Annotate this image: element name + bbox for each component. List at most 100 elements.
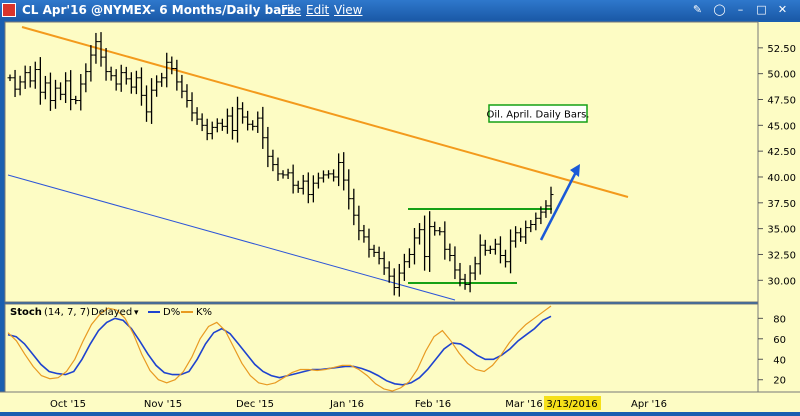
price-bar (47, 72, 53, 111)
annotation-box[interactable]: Oil. April. Daily Bars. (487, 104, 590, 123)
date-label-dec: Dec '15 (236, 399, 274, 410)
price-bar (487, 245, 493, 255)
stoch-header[interactable]: Stoch (14, 7, 7) Delayed ▾ D% K% (10, 307, 212, 318)
price-bar (381, 251, 387, 275)
arrow-head-icon (570, 164, 580, 177)
menu-edit[interactable]: Edit (306, 3, 330, 17)
price-bar (219, 118, 225, 131)
date-label-nov: Nov '15 (144, 399, 182, 410)
price-panel[interactable] (4, 21, 759, 303)
price-bar (179, 74, 185, 99)
price-bar (326, 170, 332, 179)
price-bar (320, 170, 326, 183)
price-bar (154, 75, 160, 97)
price-bar (103, 48, 109, 81)
price-bar (123, 66, 129, 85)
price-bar (290, 164, 296, 194)
price-tick-label: 47.50 (767, 95, 796, 106)
price-bar (275, 157, 281, 181)
stoch-params: (14, 7, 7) (44, 307, 90, 318)
price-bar (199, 113, 205, 132)
price-axis (758, 22, 800, 392)
menu-file[interactable]: File (281, 3, 302, 17)
price-bar (250, 120, 256, 131)
price-bar (366, 228, 372, 258)
price-bar (164, 52, 170, 88)
price-bar (315, 172, 321, 189)
pen-icon[interactable]: ✎ (692, 3, 703, 16)
title-bar: CL Apr'16 @NYMEX- 6 Months/Daily bars Fi… (0, 0, 800, 20)
stoch-d-line (7, 315, 552, 386)
price-bar (88, 45, 94, 82)
price-bar (482, 239, 488, 256)
stoch-tick-label: 60 (773, 335, 786, 346)
price-bar (538, 206, 544, 225)
price-bar (159, 72, 165, 87)
price-bar (447, 243, 453, 262)
current-date-highlight (544, 396, 601, 410)
price-bar (310, 175, 316, 203)
price-bar (331, 169, 337, 182)
date-label-feb: Feb '16 (415, 399, 451, 410)
price-bar (442, 221, 448, 260)
price-bar (411, 227, 417, 265)
price-bar (341, 152, 347, 191)
price-bar (467, 265, 473, 293)
stoch-mode: Delayed (91, 307, 132, 318)
price-bar (361, 224, 367, 243)
price-bars (7, 32, 554, 297)
price-bar (528, 219, 534, 233)
maximize-icon[interactable]: □ (756, 3, 767, 16)
price-bar (214, 118, 220, 133)
price-bar (477, 234, 483, 275)
price-bar (346, 169, 352, 210)
price-bar (305, 172, 311, 204)
price-bar (240, 102, 246, 124)
price-bar (138, 67, 144, 106)
price-bar (396, 263, 402, 297)
price-bar (204, 118, 210, 141)
mode-dropdown-icon[interactable]: ▾ (134, 308, 139, 318)
price-bar (508, 229, 514, 274)
price-bar (371, 244, 377, 257)
price-bar (68, 70, 74, 111)
price-bar (492, 238, 498, 255)
stoch-k-line (7, 305, 552, 392)
channel-trendline[interactable] (7, 174, 456, 301)
price-bar (209, 121, 215, 140)
price-bar (513, 226, 519, 248)
stoch-tick-label: 20 (773, 376, 786, 387)
date-axis (0, 392, 800, 412)
price-bar (260, 106, 266, 149)
price-tick-label: 30.00 (767, 276, 796, 287)
price-tick-label: 35.00 (767, 225, 796, 236)
price-bar (189, 92, 195, 122)
price-bar (229, 106, 235, 140)
close-icon[interactable]: ✕ (777, 3, 788, 16)
price-bar (427, 211, 433, 272)
price-bar (336, 153, 342, 187)
price-bar (502, 249, 508, 268)
stoch-tick-label: 80 (773, 314, 786, 325)
price-bar (417, 223, 423, 245)
window-title: CL Apr'16 @NYMEX- 6 Months/Daily bars (22, 3, 295, 17)
app-icon[interactable] (2, 3, 16, 17)
price-bar (118, 64, 124, 92)
price-bar (497, 236, 503, 264)
price-bar (113, 69, 119, 91)
price-bar (17, 75, 23, 96)
price-bar (356, 205, 362, 241)
resistance-trendline[interactable] (21, 26, 629, 198)
price-bar (523, 220, 529, 244)
price-bar (452, 246, 458, 280)
price-bar (78, 74, 84, 111)
legend-d: D% (163, 307, 180, 318)
price-tick-label: 32.50 (767, 250, 796, 261)
menu-view[interactable]: View (334, 3, 363, 17)
price-bar (144, 85, 150, 122)
price-bar (351, 188, 357, 226)
price-bar (437, 227, 443, 236)
minimize-icon[interactable]: – (737, 3, 744, 16)
price-bar (376, 246, 382, 265)
link-icon[interactable]: ◯ (713, 3, 726, 16)
